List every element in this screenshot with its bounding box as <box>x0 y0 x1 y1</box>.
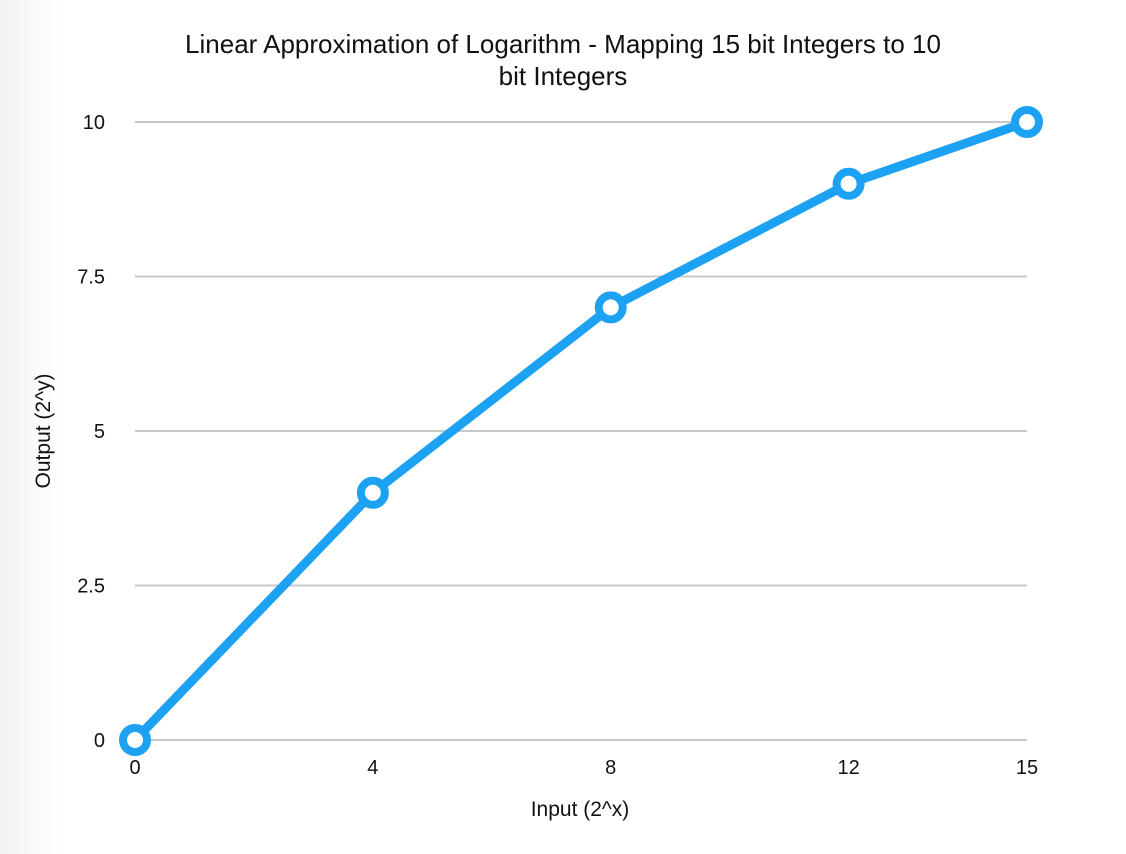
data-point <box>832 167 865 200</box>
x-tick-label: 4 <box>367 757 378 779</box>
y-tick-label: 0 <box>94 730 105 752</box>
y-tick-label: 7.5 <box>77 267 105 289</box>
y-axis-label: Output (2^y) <box>32 374 55 489</box>
series-points <box>119 106 1043 756</box>
data-point <box>119 724 151 756</box>
x-tick-label: 12 <box>837 757 859 779</box>
x-axis-ticks: 0 4 8 12 15 <box>129 757 1038 779</box>
y-axis-ticks: 0 2.5 5 7.5 10 <box>77 112 105 752</box>
data-point <box>356 476 389 509</box>
data-point <box>594 291 627 324</box>
x-tick-label: 8 <box>605 757 616 779</box>
background-shade <box>0 0 60 854</box>
chart-title-line-1: Linear Approximation of Logarithm - Mapp… <box>185 29 941 59</box>
y-tick-label: 2.5 <box>77 576 105 598</box>
data-point <box>1011 106 1043 138</box>
x-axis-label: Input (2^x) <box>531 798 630 821</box>
x-tick-label: 15 <box>1016 757 1038 779</box>
x-tick-label: 0 <box>129 757 140 779</box>
chart-title-line-2: bit Integers <box>498 61 628 91</box>
y-tick-label: 5 <box>94 421 105 443</box>
y-tick-label: 10 <box>83 112 105 134</box>
grid-lines <box>135 121 1027 741</box>
